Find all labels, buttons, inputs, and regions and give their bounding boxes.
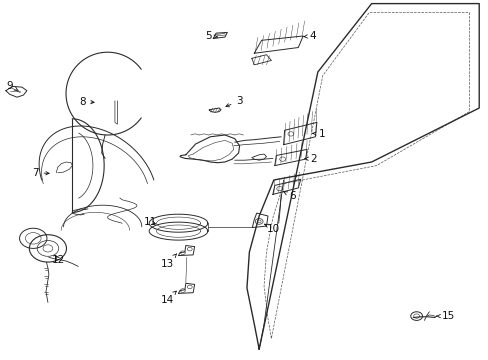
Text: 9: 9	[6, 81, 18, 91]
Text: 6: 6	[283, 191, 295, 201]
Text: 10: 10	[264, 224, 280, 234]
Text: 11: 11	[143, 217, 157, 227]
Text: 14: 14	[160, 291, 176, 305]
Text: 8: 8	[79, 96, 94, 107]
Text: 5: 5	[204, 31, 217, 41]
Text: 15: 15	[436, 311, 455, 321]
Text: 4: 4	[303, 31, 316, 41]
Text: 13: 13	[160, 254, 176, 269]
Text: 2: 2	[304, 154, 317, 164]
Text: 3: 3	[225, 96, 243, 107]
Text: 7: 7	[32, 168, 49, 178]
Text: 12: 12	[52, 255, 65, 265]
Text: 1: 1	[312, 129, 325, 139]
